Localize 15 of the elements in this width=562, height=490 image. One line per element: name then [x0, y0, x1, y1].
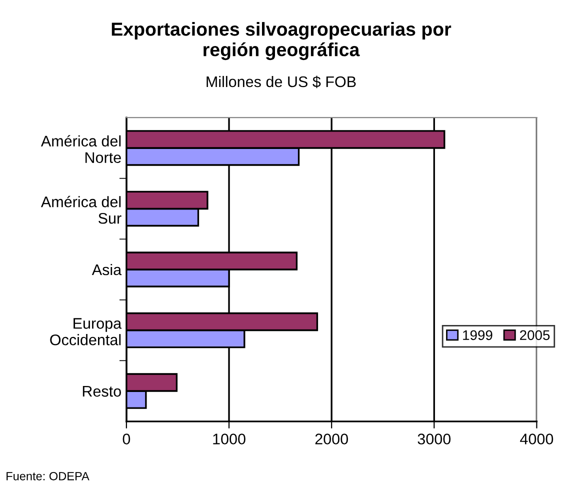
y-tick-label: América del Sur: [40, 196, 122, 224]
y-tick-label: América del Norte: [40, 135, 121, 163]
x-tick-label: 4000: [520, 434, 554, 444]
source-note: Fuente: ODEPA: [6, 472, 90, 480]
x-tick-label: 2000: [315, 434, 348, 444]
chart-subtitle: Millones de US $ FOB: [206, 76, 356, 88]
legend-label: 1999: [463, 330, 492, 340]
chart-title: Exportaciones silvoagropecuarias por región geográfica: [112, 22, 452, 60]
x-tick-label: 1000: [213, 434, 246, 444]
legend-label: 2005: [520, 330, 550, 340]
y-tick-label: Resto: [82, 386, 121, 397]
y-tick-label: Europa Occidental: [50, 318, 122, 346]
x-tick-label: 0: [122, 434, 130, 444]
y-tick-label: Asia: [92, 264, 122, 276]
x-tick-label: 3000: [418, 434, 451, 444]
